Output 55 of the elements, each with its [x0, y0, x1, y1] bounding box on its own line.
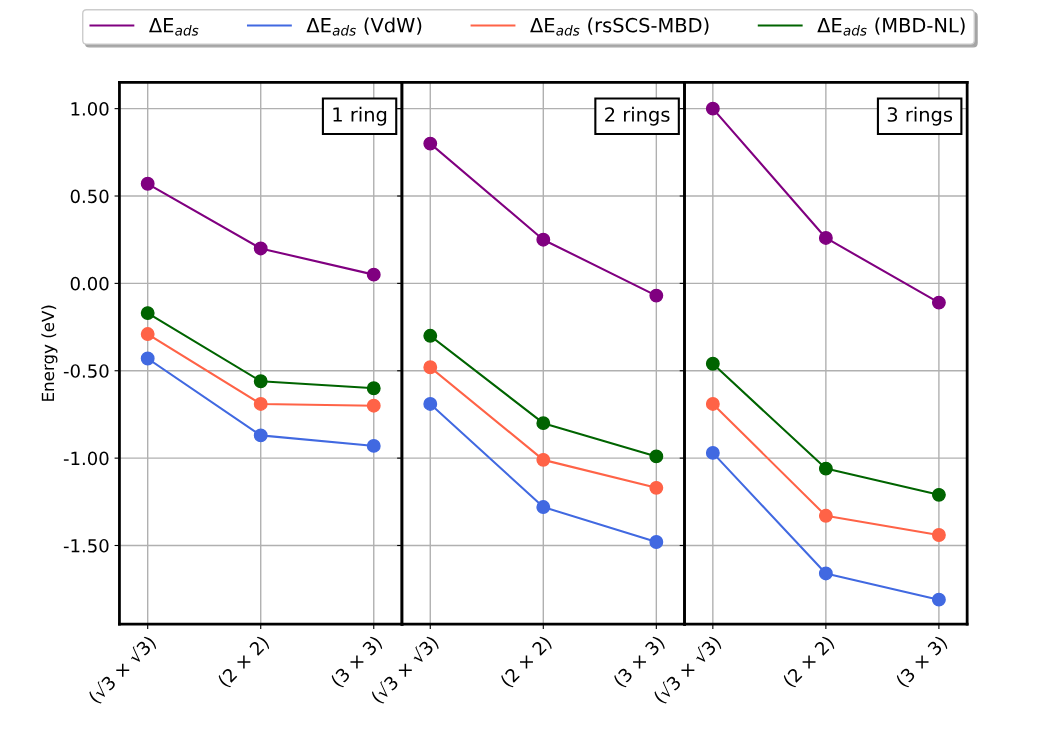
- point: [818, 566, 833, 581]
- text: 1 ring: [333, 106, 387, 126]
- point: [423, 328, 438, 343]
- point: [818, 231, 833, 245]
- point: [423, 360, 438, 375]
- legend-label: ΔE$_{ads}$ (MBD-NL): [817, 17, 965, 36]
- legend-label: ΔE$_{ads}$ (VdW): [306, 17, 422, 36]
- point: [140, 306, 155, 321]
- point: [536, 232, 551, 247]
- x-tick-label: (2 × 2): [781, 634, 837, 690]
- point: [649, 288, 664, 303]
- point: [253, 241, 268, 256]
- point: [366, 381, 381, 396]
- point: [818, 508, 833, 523]
- point: [253, 397, 268, 411]
- x-tick-label: (3 × 3): [894, 634, 950, 690]
- point: [366, 267, 381, 282]
- point: [649, 480, 664, 495]
- legend-label: ΔE$_{ads}$: [149, 18, 199, 36]
- point: [423, 136, 438, 151]
- y-tick-label: 0.50: [70, 189, 109, 204]
- point: [536, 416, 551, 431]
- point: [140, 176, 155, 191]
- point: [818, 461, 833, 476]
- text: 2 rings: [605, 106, 670, 126]
- point: [705, 101, 720, 116]
- y-tick-label: -0.50: [63, 364, 109, 378]
- point: [423, 397, 438, 411]
- point: [931, 528, 946, 542]
- point: [931, 487, 946, 502]
- x-tick-label: (2 × 2): [216, 634, 272, 690]
- point: [705, 397, 720, 411]
- point: [931, 592, 946, 607]
- y-tick-label: -1.50: [63, 538, 109, 553]
- y-tick-label: -1.00: [63, 451, 109, 466]
- point: [705, 356, 720, 371]
- text: 3 rings: [887, 106, 953, 126]
- point: [649, 535, 664, 549]
- point: [140, 327, 155, 342]
- legend-label: ΔE$_{ads}$ (rsSCS-MBD): [530, 17, 709, 36]
- y-axis-title: Energy (eV): [41, 305, 58, 401]
- point: [536, 500, 551, 514]
- y-tick-label: 1.00: [71, 102, 109, 116]
- point: [366, 398, 381, 413]
- y-tick-label: 0.00: [70, 276, 109, 291]
- point: [649, 449, 664, 464]
- point: [536, 452, 551, 467]
- point: [140, 351, 155, 366]
- point: [705, 445, 720, 460]
- point: [253, 374, 268, 389]
- x-tick-label: (√3 × √3): [86, 634, 158, 706]
- point: [253, 428, 268, 443]
- x-tick-label: (2 × 2): [499, 634, 554, 690]
- point: [931, 295, 946, 310]
- point: [366, 438, 381, 453]
